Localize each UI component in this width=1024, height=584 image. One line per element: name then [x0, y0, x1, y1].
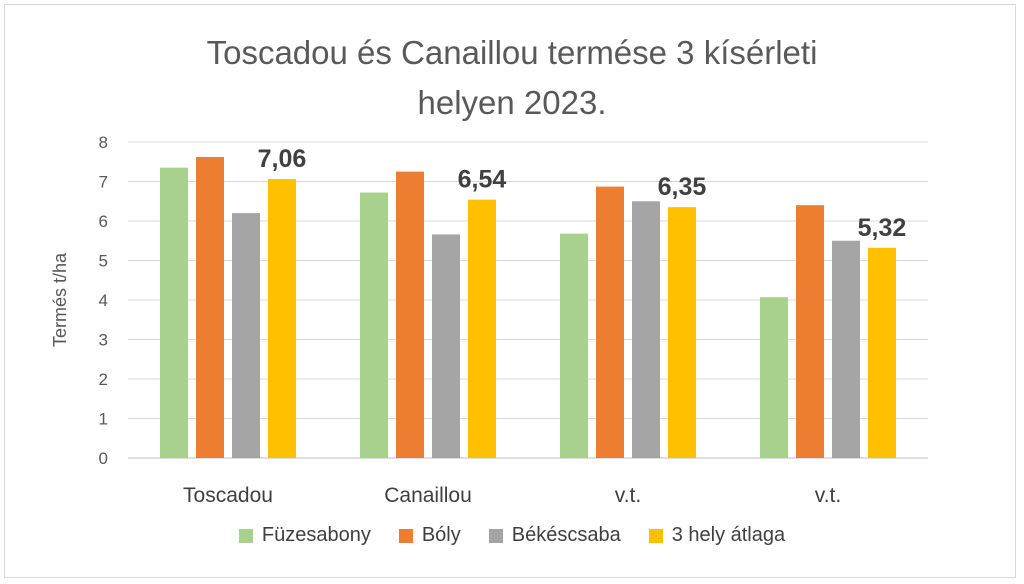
y-tick-label: 6	[99, 212, 108, 231]
data-label: 6,54	[458, 166, 507, 194]
chart-title: Toscadou és Canaillou termése 3 kísérlet…	[0, 28, 1024, 128]
bar	[796, 205, 824, 458]
y-tick-labels: 0 1 2 3 4 5 6 7 8	[99, 133, 108, 468]
bar	[432, 234, 460, 458]
bar	[832, 240, 860, 458]
x-category-label: Canaillou	[384, 484, 472, 507]
bar	[268, 179, 296, 458]
x-category-label: v.t.	[615, 484, 641, 507]
y-tick-label: 4	[99, 291, 108, 310]
legend-swatch	[488, 528, 503, 543]
y-tick-label: 8	[99, 133, 108, 152]
legend-label: Bóly	[421, 524, 461, 546]
bar	[396, 171, 424, 458]
bar	[596, 186, 624, 458]
bar	[760, 297, 788, 458]
y-tick-label: 7	[99, 173, 108, 192]
x-category-label: Toscadou	[183, 484, 273, 507]
bar	[560, 233, 588, 458]
bar	[668, 207, 696, 458]
data-label: 5,32	[858, 214, 907, 242]
y-tick-label: 2	[99, 370, 108, 389]
data-label: 6,35	[658, 173, 707, 201]
legend-item: 3 hely átlaga	[648, 524, 786, 547]
legend-label: Békéscsaba	[511, 524, 621, 546]
x-category-labels: Toscadou Canaillou v.t. v.t.	[183, 484, 841, 507]
bars	[160, 157, 896, 459]
x-category-label: v.t.	[815, 484, 841, 507]
legend-item: Füzesabony	[238, 524, 371, 547]
legend-label: 3 hely átlaga	[671, 524, 786, 546]
legend-swatch	[648, 528, 663, 543]
bar	[868, 247, 896, 458]
data-label: 7,06	[258, 145, 307, 173]
bar	[196, 157, 224, 458]
bar	[468, 199, 496, 459]
y-tick-label: 1	[99, 410, 108, 429]
legend-swatch	[398, 528, 413, 543]
legend-item: Bóly	[398, 524, 461, 547]
legend-swatch	[238, 528, 253, 543]
bar	[160, 167, 188, 459]
data-labels: 7,06 6,54 6,35 5,32	[258, 145, 907, 242]
bar	[360, 192, 388, 458]
bar	[232, 213, 260, 458]
y-tick-label: 0	[99, 449, 108, 468]
legend-label: Füzesabony	[261, 524, 371, 546]
y-tick-label: 5	[99, 252, 108, 271]
chart-title-line-2: helyen 2023.	[417, 84, 607, 121]
chart-title-line-1: Toscadou és Canaillou termése 3 kísérlet…	[206, 34, 818, 71]
gridlines	[128, 141, 928, 459]
bar	[632, 201, 660, 458]
y-tick-label: 3	[99, 331, 108, 350]
y-axis-label: Termés t/ha	[50, 252, 70, 347]
legend-item: Békéscsaba	[488, 524, 621, 547]
legend: Füzesabony Bóly Békéscsaba 3 hely átlaga	[0, 524, 1024, 547]
